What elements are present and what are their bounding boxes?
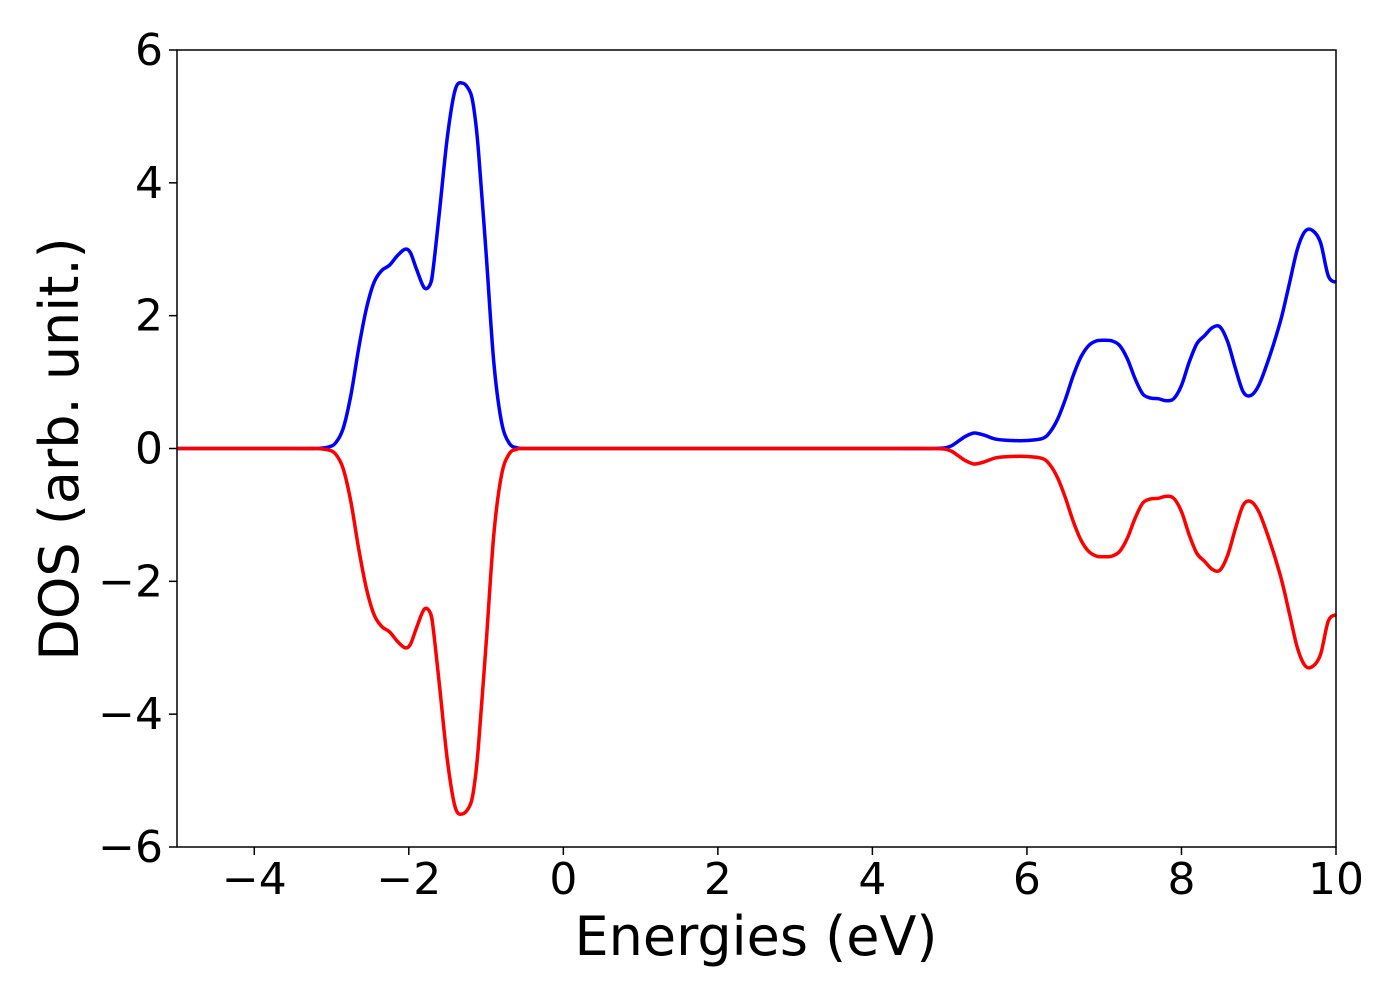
y-tick-label: −4: [98, 689, 163, 740]
x-tick-label: 6: [1013, 854, 1041, 905]
x-tick-label: 2: [704, 854, 732, 905]
series-line-2: [177, 446, 1338, 817]
series-line-1: [177, 80, 1338, 451]
series-layer: [177, 80, 1338, 817]
y-axis-label: DOS (arb. unit.): [28, 237, 91, 660]
y-axis-ticks: −6 −4 −2 0 2 4 6: [98, 25, 177, 873]
y-tick-label: −2: [98, 556, 163, 607]
y-tick-label: 0: [135, 424, 163, 475]
x-tick-label: 4: [858, 854, 886, 905]
y-tick-label: 6: [135, 25, 163, 76]
x-tick-label: −4: [222, 854, 287, 905]
y-tick-label: 2: [135, 291, 163, 342]
x-tick-label: −2: [376, 854, 441, 905]
y-tick-label: −6: [98, 822, 163, 873]
x-tick-label: 8: [1167, 854, 1195, 905]
y-tick-label: 4: [135, 158, 163, 209]
x-axis-label: Energies (eV): [575, 905, 938, 968]
x-tick-label: 0: [549, 854, 577, 905]
x-axis-ticks: −4 −2 0 2 4 6 8 10: [222, 847, 1364, 905]
x-tick-label: 10: [1308, 854, 1364, 905]
